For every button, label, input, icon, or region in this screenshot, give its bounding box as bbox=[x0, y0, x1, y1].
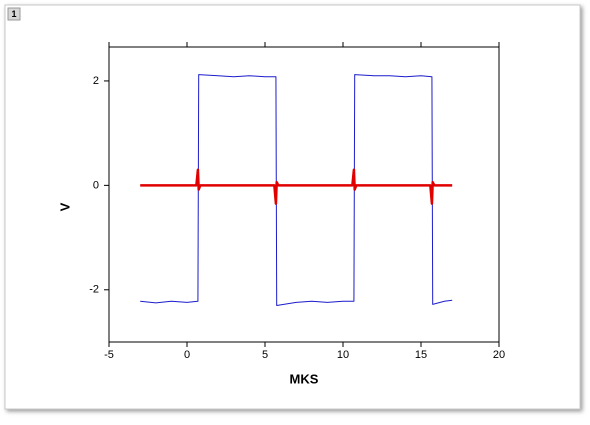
x-tick-label: 5 bbox=[262, 349, 268, 361]
x-tick-label: 10 bbox=[337, 349, 349, 361]
x-tick-label: 0 bbox=[184, 349, 190, 361]
y-tick-label: 0 bbox=[93, 179, 99, 191]
series-line bbox=[140, 168, 453, 205]
y-tick-label: 2 bbox=[93, 75, 99, 87]
x-tick-label: 20 bbox=[493, 349, 505, 361]
x-axis-label: MKS bbox=[290, 371, 319, 386]
panel-label: 1 bbox=[11, 9, 16, 19]
panel-badge bbox=[7, 7, 21, 21]
y-axis-label: V bbox=[57, 202, 72, 211]
series-line bbox=[140, 74, 453, 306]
x-tick-label: -5 bbox=[104, 349, 114, 361]
x-tick-label: 15 bbox=[415, 349, 427, 361]
plot-frame bbox=[108, 46, 500, 343]
y-tick-label: -2 bbox=[89, 284, 99, 296]
